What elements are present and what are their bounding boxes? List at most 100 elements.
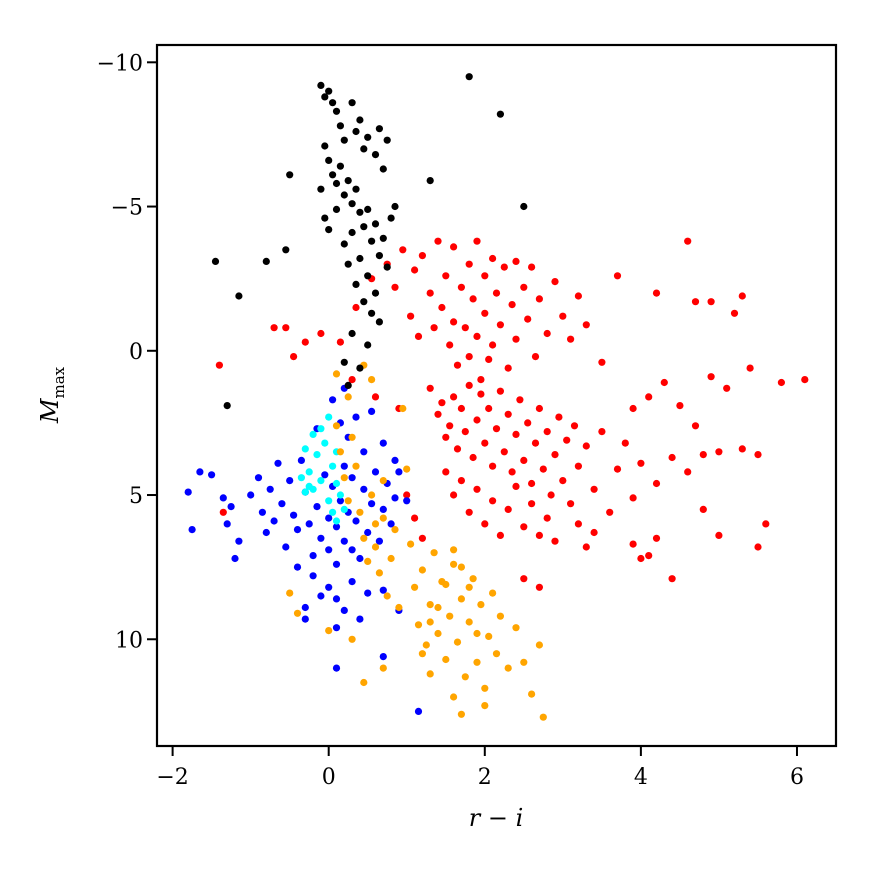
data-point [442,272,450,280]
data-point [301,338,309,346]
data-point [219,508,227,516]
data-point [332,517,341,525]
data-point [336,497,344,505]
data-point [329,462,337,470]
data-point [645,393,653,401]
data-point [469,453,477,462]
data-point [411,266,419,274]
data-point [598,358,606,366]
x-axis: −2 0 2 4 6 [156,746,804,790]
data-point [652,289,661,297]
data-point [403,497,411,505]
data-point [707,298,715,306]
y-tick-label: −10 [97,51,143,76]
data-point [262,528,270,537]
data-point [442,433,450,441]
data-point [379,234,387,242]
data-point [399,404,407,413]
data-point [286,477,294,485]
data-point [368,309,376,317]
data-point [574,520,583,528]
data-point [375,318,383,326]
data-point [551,537,559,545]
y-tick-label: 5 [129,484,143,509]
data-point [528,690,536,698]
data-point [411,583,419,591]
series-4 [211,73,528,410]
data-point [379,586,387,594]
data-point [391,283,399,291]
data-point [512,482,520,490]
data-point [348,546,356,554]
data-point [332,107,341,115]
data-point [356,208,364,216]
data-point [508,468,516,476]
data-point [364,557,372,566]
data-point [520,658,528,666]
data-point [582,442,590,450]
data-point [457,710,465,718]
data-point [352,127,360,136]
data-point [371,393,380,401]
data-point [426,618,434,626]
data-point [348,376,356,384]
data-point [344,381,352,389]
data-point [481,439,489,447]
data-point [278,500,286,508]
y-axis-label-sub: max [50,366,68,398]
data-point [293,563,302,571]
data-point [707,373,715,381]
data-point [368,407,376,415]
data-point [504,410,512,418]
data-point [348,228,356,237]
data-point [434,629,442,638]
data-point [329,396,337,404]
data-point [270,324,278,332]
data-point [356,554,364,563]
data-point [282,324,290,332]
data-point [184,488,192,496]
data-point [321,93,329,101]
data-point [325,546,333,554]
data-point [434,603,442,612]
data-point [469,295,477,303]
data-point [317,329,325,338]
data-point [715,448,723,456]
y-tick-label: 10 [115,628,143,653]
data-point [309,572,317,580]
data-point [340,191,348,199]
data-point [450,393,458,401]
data-point [274,459,282,467]
data-point [520,456,528,464]
data-point [422,641,430,649]
data-point [629,540,637,548]
data-point [332,205,341,213]
data-point [754,543,762,551]
data-point [332,624,341,632]
data-point [325,627,333,635]
data-point [414,707,423,716]
y-axis-label-main: M [36,397,64,424]
data-point [652,479,661,488]
data-point [684,468,692,476]
data-point [403,491,411,499]
data-point [418,650,426,658]
data-point [407,312,415,320]
data-point [453,361,462,369]
data-point [520,523,528,531]
data-point [391,526,399,534]
data-point [450,560,458,568]
data-point [691,298,700,306]
data-point [235,292,243,300]
data-point [321,142,329,150]
data-point [290,353,298,361]
data-point [344,260,352,268]
data-point [407,540,415,548]
data-point [305,520,313,528]
data-point [317,425,325,433]
data-point [356,615,364,623]
data-point [368,376,376,384]
data-point [473,658,481,666]
data-point [418,252,426,260]
data-point [524,419,532,427]
